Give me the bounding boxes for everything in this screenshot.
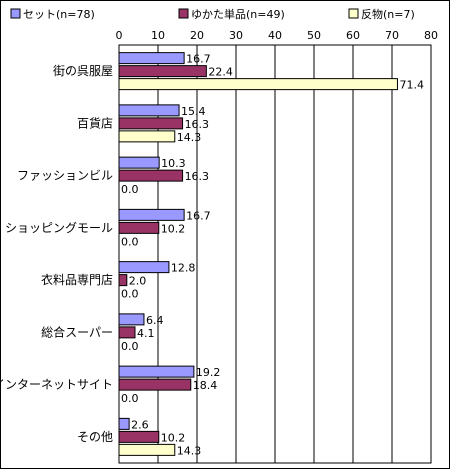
data-label: 22.4 [208, 66, 233, 79]
data-label: 16.3 [185, 170, 210, 183]
data-label: 10.2 [161, 431, 186, 444]
data-label: 19.2 [196, 366, 221, 379]
x-tick-label: 10 [151, 29, 165, 42]
category-label: 衣料品専門店 [41, 272, 113, 287]
category-label: 総合スーパー [41, 324, 113, 339]
category-label: インターネットサイト [1, 378, 113, 392]
data-label: 10.2 [161, 222, 186, 235]
bar [118, 78, 398, 91]
bar [118, 313, 145, 326]
data-label: 6.4 [146, 314, 164, 327]
x-tick-label: 0 [116, 29, 123, 42]
data-label: 10.3 [161, 157, 186, 170]
bar [118, 443, 176, 456]
data-label: 12.8 [171, 262, 196, 275]
x-tick-label: 30 [229, 29, 243, 42]
data-label: 2.6 [131, 418, 149, 431]
data-label: 16.7 [186, 53, 211, 66]
bar [118, 430, 160, 443]
legend-label-3: 反物(n=7) [361, 7, 415, 21]
data-label: 16.7 [186, 209, 211, 222]
bar [118, 261, 170, 274]
bar [118, 130, 176, 143]
x-tick-label: 70 [385, 29, 399, 42]
bar [118, 365, 195, 378]
bar [118, 326, 136, 339]
data-label: 15.4 [181, 105, 206, 118]
category-label: 百貨店 [77, 115, 113, 130]
data-label: 14.3 [177, 444, 202, 457]
bar [118, 378, 192, 391]
x-tick-label: 60 [346, 29, 360, 42]
bar [118, 156, 160, 169]
data-label: 0.0 [121, 288, 139, 301]
legend-swatch-1 [10, 8, 21, 19]
data-label: 14.3 [177, 131, 202, 144]
legend-label-1: セット(n=78) [23, 8, 95, 21]
bar [118, 221, 160, 234]
data-label: 18.4 [193, 379, 218, 392]
data-label: 2.0 [129, 275, 147, 288]
data-label: 4.1 [137, 327, 155, 340]
data-label: 0.0 [121, 340, 139, 353]
x-tick-label: 80 [424, 29, 438, 42]
bar [118, 117, 184, 130]
legend-swatch-3 [348, 8, 359, 19]
bar [118, 274, 128, 287]
category-label: その他 [77, 430, 113, 444]
bar [118, 65, 207, 78]
data-label: 0.0 [121, 183, 139, 196]
bar [118, 417, 130, 430]
data-label: 0.0 [121, 392, 139, 405]
x-tick-label: 50 [307, 29, 321, 42]
bar [118, 52, 185, 65]
bar [118, 208, 185, 221]
category-label: 街の呉服屋 [53, 64, 113, 78]
data-label: 71.4 [399, 79, 424, 92]
bar [118, 104, 180, 117]
data-label: 0.0 [121, 235, 139, 248]
legend-swatch-2 [178, 8, 189, 19]
x-tick-label: 40 [268, 29, 282, 42]
category-label: ファッションビル [17, 169, 113, 183]
category-label: ショッピングモール [5, 221, 113, 235]
x-tick-label: 20 [190, 29, 204, 42]
bar [118, 169, 184, 182]
data-label: 16.3 [185, 118, 210, 131]
legend-label-2: ゆかた単品(n=49) [191, 7, 285, 21]
